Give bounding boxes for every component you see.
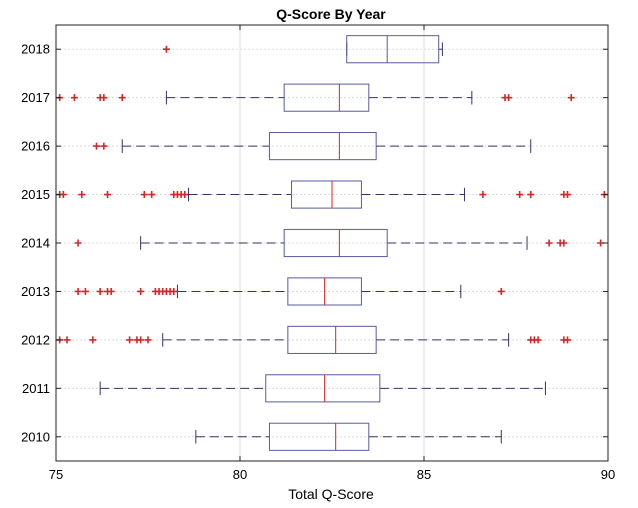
y-tick-label-2012: 2012 [21,332,50,347]
y-tick-label-2010: 2010 [21,429,50,444]
outlier-2017-3 [100,94,108,102]
outlier-2013-1 [81,287,89,295]
y-tick-label-2016: 2016 [21,139,50,154]
x-axis-label: Total Q-Score [288,486,374,502]
x-tick-label-85: 85 [417,467,431,482]
outlier-2013-5 [137,287,145,295]
outlier-2015-3 [104,191,112,199]
iqr-box-2017 [283,83,370,112]
outlier-2015-4 [140,191,148,199]
y-tick-label-2017: 2017 [21,90,50,105]
iqr-box-2012 [287,325,377,354]
outlier-2017-6 [505,94,513,102]
outlier-2015-14 [564,191,572,199]
outlier-2017-7 [567,94,575,102]
outlier-2013-4 [107,287,115,295]
iqr-box-2018 [346,35,440,64]
x-tick-label-90: 90 [601,467,615,482]
y-tick-label-2011: 2011 [22,381,50,396]
outlier-2012-6 [144,336,152,344]
outlier-2012-9 [534,336,542,344]
y-tick-label-2013: 2013 [21,284,50,299]
outlier-2013-12 [497,287,505,295]
outlier-2015-9 [181,191,189,199]
iqr-box-2015 [291,180,362,209]
outlier-2013-11 [170,287,178,295]
box-2018 [162,35,443,64]
box-2012 [56,325,572,354]
outlier-2014-0 [74,239,82,247]
outlier-2015-10 [479,191,487,199]
outlier-2015-1 [59,191,67,199]
outlier-2016-0 [92,142,100,150]
plot-area: 75 80 85 90 2010 2011 2012 2013 2014 2015 2016 2017… [21,24,615,482]
outlier-2015-11 [516,191,524,199]
outlier-2015-5 [148,191,156,199]
y-tick-label-2014: 2014 [21,236,50,251]
outlier-2014-3 [560,239,568,247]
outlier-2013-2 [96,287,104,295]
outlier-2015-12 [527,191,535,199]
box-2010 [195,422,502,451]
chart-title: Q-Score By Year [276,6,386,22]
outlier-2014-4 [597,239,605,247]
outlier-2012-3 [126,336,134,344]
outlier-2017-4 [118,94,126,102]
box-2013 [74,277,505,306]
iqr-box-2011 [265,374,381,403]
iqr-box-2016 [268,132,377,161]
outlier-2012-11 [564,336,572,344]
y-tick-label-2018: 2018 [21,42,50,57]
outlier-2016-1 [100,142,108,150]
outlier-2015-2 [78,191,86,199]
iqr-box-2010 [268,422,370,451]
outlier-2017-1 [70,94,78,102]
x-tick-label-80: 80 [233,467,247,482]
box-2017 [56,83,575,112]
iqr-box-2014 [283,228,388,258]
box-2014 [74,228,605,258]
y-tick-label-2015: 2015 [21,187,50,202]
outlier-2012-1 [63,336,71,344]
outlier-2014-1 [545,239,553,247]
box-2016 [92,132,532,161]
box-2011 [99,374,546,403]
x-tick-label-75: 75 [49,467,63,482]
outlier-2012-2 [89,336,97,344]
outlier-2012-5 [137,336,145,344]
outlier-2018-0 [162,45,170,53]
outlier-2013-0 [74,287,82,295]
